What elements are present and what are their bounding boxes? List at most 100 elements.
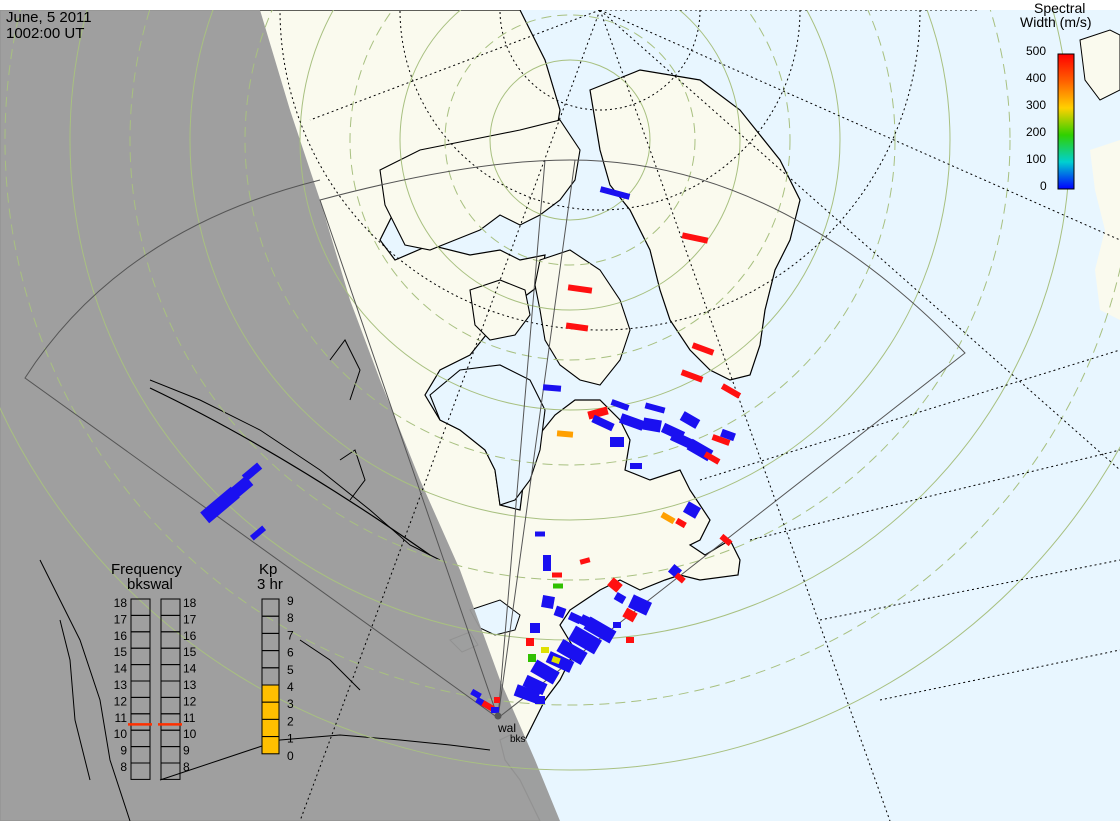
kp-tick: 9 xyxy=(287,594,294,608)
echo-cell xyxy=(679,411,701,429)
frequency-tick-right: 17 xyxy=(183,612,197,626)
echo-cell xyxy=(551,655,561,665)
land-victoria-island xyxy=(469,279,531,341)
echo-cell xyxy=(568,625,602,655)
magnetic-grid xyxy=(279,10,1120,821)
kp-column xyxy=(261,598,280,755)
frequency-labels: 18 18 17 17 16 16 15 15 14 14 13 13 12 12 11 11 10 10 9 9 8 8 xyxy=(114,596,197,774)
kp-tick: 6 xyxy=(287,646,294,660)
frequency-title: Frequency xyxy=(111,561,182,578)
echo-cell xyxy=(619,413,645,431)
echo-cell xyxy=(587,406,609,420)
colorbar-tick: 300 xyxy=(1026,98,1046,112)
echo-cell xyxy=(691,342,715,356)
echo-cell xyxy=(522,674,548,696)
kp-tick: 4 xyxy=(287,680,294,694)
echo-cell xyxy=(720,383,742,399)
frequency-subtitle: bkswal xyxy=(127,576,173,593)
frequency-tick-left: 12 xyxy=(114,694,128,708)
land-arctic-islands xyxy=(379,119,581,251)
echo-cell xyxy=(556,638,588,666)
night-side-shading xyxy=(0,10,560,821)
kp-tick: 2 xyxy=(287,714,294,728)
echo-cell xyxy=(535,531,545,537)
land-baffin-island xyxy=(534,249,631,386)
echo-cell xyxy=(565,322,589,332)
frequency-tick-left: 13 xyxy=(114,678,128,692)
kp-tick: 3 xyxy=(287,697,294,711)
echo-cell xyxy=(579,557,591,565)
latitude-grid-dashed xyxy=(4,10,1120,706)
kp-subtitle: 3 hr xyxy=(257,576,283,593)
echo-cell xyxy=(556,430,574,438)
frequency-tick-left: 17 xyxy=(114,612,128,626)
echo-cell xyxy=(613,622,621,628)
kp-cell-filled xyxy=(261,718,280,738)
colorbar-title-line1: Spectral xyxy=(1034,0,1085,16)
kp-labels: 9 8 7 6 5 4 3 2 1 0 xyxy=(287,594,294,763)
kp-panel: Kp 3 hr 9 8 7 6 5 4 3 2 1 0 xyxy=(257,561,294,763)
echo-cell xyxy=(591,414,615,432)
echo-cell xyxy=(644,402,666,414)
night-coastlines xyxy=(39,339,491,821)
echo-cell xyxy=(545,651,575,673)
echo-cell xyxy=(719,533,733,547)
echo-cell xyxy=(703,451,721,465)
kp-tick: 1 xyxy=(287,732,294,746)
echo-cell xyxy=(491,707,499,713)
kp-title: Kp xyxy=(259,561,277,578)
echo-cell xyxy=(681,232,709,244)
echo-cell xyxy=(610,437,624,447)
echo-cell xyxy=(249,525,267,541)
frequency-tick-left: 11 xyxy=(115,711,128,725)
colorbar-tick: 500 xyxy=(1026,44,1046,58)
station-label-bks: bks xyxy=(510,734,526,745)
echo-cell xyxy=(622,607,638,623)
frequency-tick-right: 9 xyxy=(183,744,190,758)
echo-cell xyxy=(711,434,731,446)
echo-cell xyxy=(541,595,555,609)
echo-cell xyxy=(528,654,536,662)
echo-cell xyxy=(682,501,702,519)
frequency-tick-left: 14 xyxy=(114,662,128,676)
frequency-column-wal xyxy=(160,598,181,780)
frequency-tick-left: 16 xyxy=(114,629,128,643)
colorbar-tick: 400 xyxy=(1026,71,1046,85)
echo-cell xyxy=(526,638,534,646)
radar-fov-inner-arc xyxy=(149,387,431,556)
echo-cell xyxy=(494,697,500,703)
echo-cell xyxy=(553,583,563,589)
echo-cell xyxy=(543,555,551,571)
kp-cell-filled xyxy=(261,684,280,703)
echo-cell xyxy=(669,430,695,450)
frequency-tick-left: 8 xyxy=(120,760,127,774)
radar-fov-outlines xyxy=(24,159,966,719)
date-label: June, 5 2011 xyxy=(6,9,92,26)
station-label-wal: wal xyxy=(497,721,516,735)
echo-cell xyxy=(530,659,560,685)
frequency-tick-left: 10 xyxy=(114,727,128,741)
frequency-cell-bks xyxy=(130,762,151,780)
frequency-tick-right: 15 xyxy=(183,645,197,659)
echo-cell xyxy=(642,417,662,433)
top-margin xyxy=(0,0,1120,10)
frequency-tick-left: 15 xyxy=(114,645,128,659)
echo-cell xyxy=(513,684,541,704)
colorbar-scale xyxy=(1057,53,1075,190)
echo-cell xyxy=(675,517,687,529)
land-europe-edge xyxy=(1090,140,1120,320)
station-marker-wal xyxy=(494,712,502,720)
radar-echoes xyxy=(200,186,742,713)
kp-cell-filled xyxy=(261,701,280,720)
kp-tick: 8 xyxy=(287,611,294,625)
echo-cell xyxy=(470,688,482,700)
frequency-tick-right: 14 xyxy=(183,662,197,676)
frequency-tick-right: 16 xyxy=(183,629,197,643)
kp-tick: 7 xyxy=(287,628,294,642)
echo-cell xyxy=(535,696,545,704)
colorbar: Spectral Width (m/s) 500 400 300 200 100… xyxy=(1020,0,1092,193)
frequency-column-bks xyxy=(130,598,151,780)
echo-cell xyxy=(222,475,254,505)
